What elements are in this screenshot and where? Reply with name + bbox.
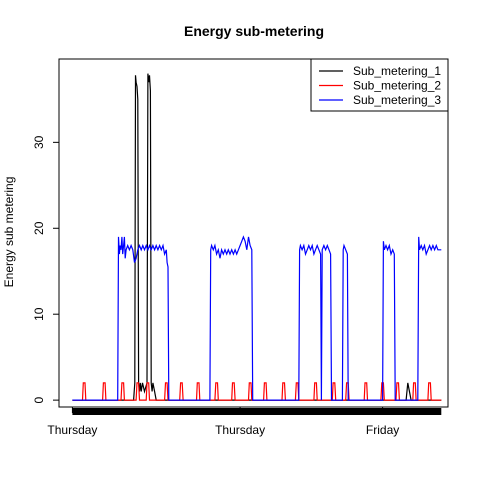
axis-layer: 0 10 20 30 Thursday Thursday Friday xyxy=(32,58,449,437)
legend-label-2: Sub_metering_2 xyxy=(353,79,441,93)
series-layer xyxy=(72,73,442,401)
legend-label-3: Sub_metering_3 xyxy=(353,93,441,107)
y-axis-label: Energy sub metering xyxy=(2,177,16,288)
series-line-1 xyxy=(72,73,442,401)
series-line-2 xyxy=(72,382,442,401)
legend: Sub_metering_1Sub_metering_2Sub_metering… xyxy=(310,58,449,112)
x-tick-label-2: Thursday xyxy=(215,423,265,437)
chart-title: Energy sub-metering xyxy=(184,23,324,39)
y-tick-label-30: 30 xyxy=(32,135,46,149)
x-tick-label-3: Friday xyxy=(366,423,399,437)
series-line-3 xyxy=(72,235,442,401)
y-tick-label-10: 10 xyxy=(32,307,46,321)
x-tick-label-1: Thursday xyxy=(47,423,97,437)
legend-label-1: Sub_metering_1 xyxy=(353,64,441,78)
x-rug-marks xyxy=(72,408,442,415)
y-tick-label-0: 0 xyxy=(32,396,46,403)
y-tick-label-20: 20 xyxy=(32,221,46,235)
plot-frame xyxy=(58,58,449,408)
